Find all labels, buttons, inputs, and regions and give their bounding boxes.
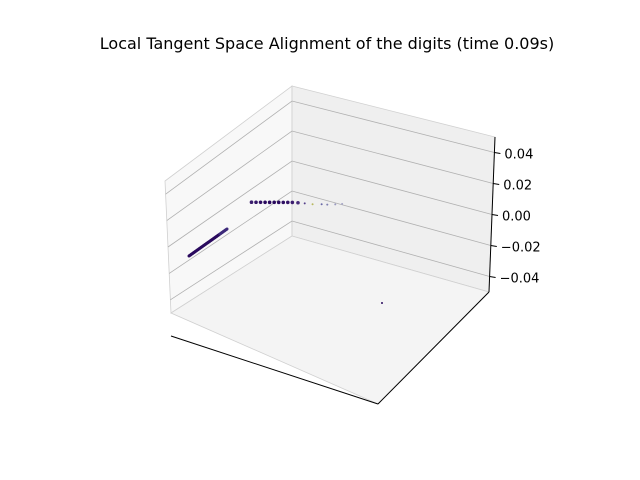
z-ticks: 0.04 0.02 0.00 −0.02 −0.04: [489, 148, 541, 287]
z-tick-label: 0.00: [502, 210, 531, 225]
z-tick-mark: [491, 214, 499, 216]
scatter-point: [326, 203, 329, 206]
scatter-point: [276, 200, 281, 205]
scatter-point: [290, 200, 295, 205]
scatter-point: [303, 202, 306, 205]
z-gridline: [168, 190, 491, 274]
x-axis-line: [170, 335, 379, 405]
scatter-point: [341, 202, 344, 205]
scatter-point: [249, 200, 254, 205]
scatter-point: [311, 203, 314, 206]
y-axis-line: [377, 291, 490, 405]
z-tick-label: −0.04: [500, 272, 540, 287]
scatter-point: [225, 227, 229, 231]
z-tick-label: 0.04: [504, 148, 533, 163]
scatter-point: [296, 200, 300, 205]
z-tick-label: 0.02: [503, 179, 532, 194]
z-tick-mark: [494, 152, 501, 154]
scatter-point: [254, 200, 258, 205]
z-tick-mark: [493, 183, 500, 185]
z-gridline: [166, 130, 494, 221]
scatter-point: [286, 200, 290, 205]
scatter-point: [320, 203, 323, 206]
scatter-point: [334, 203, 337, 206]
scatter-points: [187, 200, 383, 304]
z-gridlines: [165, 100, 495, 301]
z-tick-label: −0.02: [501, 241, 541, 256]
chart-title: Local Tangent Space Alignment of the dig…: [100, 34, 554, 53]
z-tick-mark: [490, 245, 497, 247]
z-gridline: [170, 220, 490, 301]
scatter-point: [263, 200, 267, 205]
scatter-point: [381, 302, 383, 304]
scatter-point: [258, 200, 263, 205]
scatter-point: [272, 200, 276, 205]
z-gridline: [167, 160, 493, 248]
scatter-point: [267, 200, 272, 205]
z-tick-mark: [489, 276, 496, 278]
scatter-point: [281, 200, 286, 205]
z-gridline: [165, 100, 495, 195]
